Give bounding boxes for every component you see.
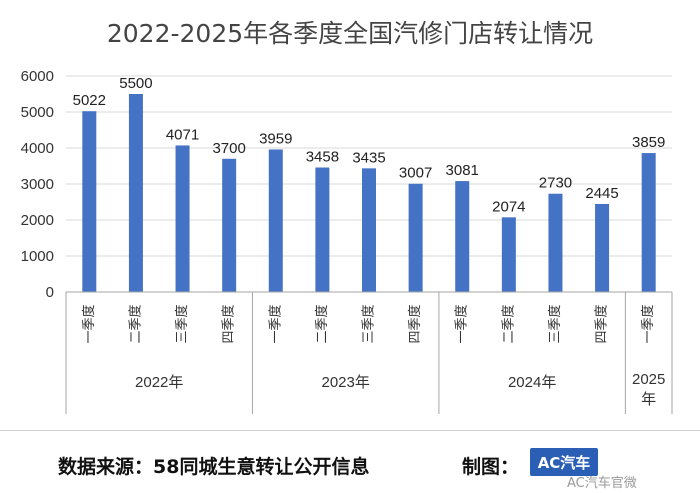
data-label: 2445 <box>585 185 618 202</box>
x-category-label: 三季度 <box>547 304 563 343</box>
data-label: 4071 <box>166 126 199 143</box>
y-tick-label: 0 <box>46 284 54 301</box>
data-label: 2730 <box>539 175 572 192</box>
x-category-label: 二季度 <box>314 304 330 343</box>
x-category-label: 三季度 <box>361 304 377 343</box>
bar <box>595 203 610 292</box>
chart-title: 2022-2025年各季度全国汽修门店转让情况 <box>107 19 593 48</box>
y-tick-label: 4000 <box>21 140 54 157</box>
x-category-label: 二季度 <box>500 304 516 343</box>
y-tick-label: 2000 <box>21 212 54 229</box>
y-tick-label: 3000 <box>21 176 54 193</box>
data-label: 3007 <box>399 165 432 182</box>
data-label: 3959 <box>259 130 292 147</box>
footer: 数据来源：58同城生意转让公开信息 制图： AC汽车 AC汽车官微 <box>0 436 700 493</box>
bar-chart: 2022-2025年各季度全国汽修门店转让情况 5022 5500 4071 3700… <box>21 19 673 414</box>
x-group-label: 2023年 <box>322 374 370 391</box>
bar <box>82 111 97 292</box>
data-label: 3700 <box>212 140 245 157</box>
chart-credit-label: 制图： <box>462 456 520 478</box>
chart-area: 2022-2025年各季度全国汽修门店转让情况 5022 5500 4071 3700… <box>0 19 700 431</box>
bar <box>268 149 283 292</box>
data-label: 2074 <box>492 198 525 215</box>
y-tick-label: 6000 <box>21 68 54 85</box>
bar <box>362 168 376 292</box>
x-category-label: 二季度 <box>127 304 143 343</box>
x-group-label: 2024年 <box>508 374 556 391</box>
bar <box>128 94 143 292</box>
data-label: 3859 <box>632 134 665 151</box>
data-label: 3458 <box>306 149 339 166</box>
bar <box>641 153 656 292</box>
bar <box>548 193 563 292</box>
bar <box>315 167 330 292</box>
y-tick-label: 5000 <box>21 104 54 121</box>
data-source: 数据来源：58同城生意转让公开信息 <box>58 456 370 478</box>
x-category-label: 一季度 <box>81 304 97 343</box>
x-category-label: 三季度 <box>174 304 190 343</box>
data-label: 5500 <box>119 75 152 92</box>
bar <box>175 145 190 292</box>
x-category-label: 四季度 <box>594 304 610 343</box>
bar <box>222 158 237 292</box>
watermark: AC汽车官微 <box>567 476 637 491</box>
x-category-label: 一季度 <box>640 304 656 343</box>
bar <box>501 217 516 292</box>
x-category-label: 四季度 <box>407 304 423 343</box>
data-label: 3081 <box>446 162 479 179</box>
ac-auto-logo: AC汽车 <box>530 448 598 476</box>
bar <box>455 181 470 292</box>
x-category-label: 一季度 <box>454 304 470 343</box>
data-label: 5022 <box>73 92 106 109</box>
x-category-label: 一季度 <box>267 304 283 343</box>
y-tick-label: 1000 <box>21 248 54 265</box>
x-group-label: 2025 年 <box>632 371 665 408</box>
bar <box>408 183 423 292</box>
x-group-label: 2022年 <box>135 374 183 391</box>
data-label: 3435 <box>352 149 385 166</box>
x-category-label: 四季度 <box>221 304 237 343</box>
